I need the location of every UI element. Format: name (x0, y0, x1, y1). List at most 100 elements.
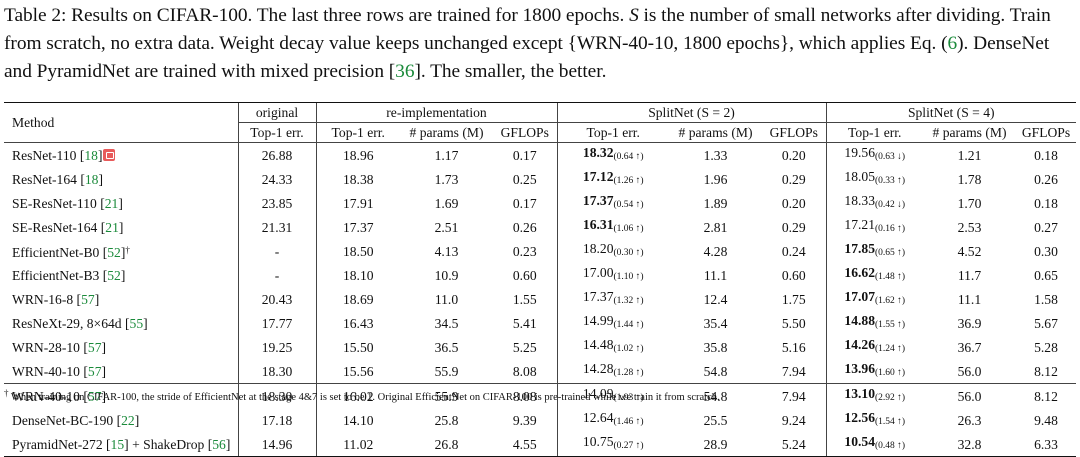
method-cell: EfficientNet-B3 [52] (4, 263, 238, 287)
splitnet-s2-params: 28.9 (669, 432, 762, 457)
top1-delta: (1.93 ↑) (613, 393, 644, 403)
citation-link[interactable]: 21 (104, 195, 119, 211)
splitnet-s4-params: 36.9 (957, 315, 982, 331)
bookmark-flag-icon[interactable] (103, 148, 116, 161)
splitnet-s2-params: 11.1 (703, 267, 728, 283)
citation-link[interactable]: 57 (87, 339, 102, 355)
col-header: GFLOPs (493, 122, 557, 143)
splitnet-s2-gflops: 5.16 (781, 339, 806, 355)
group-header-original: original (237, 102, 316, 123)
table-row: PyramidNet-272 [15] + ShakeDrop [56] 14.9… (4, 432, 1076, 457)
top1-delta: (0.33 ↑) (875, 176, 906, 186)
original-top1: 23.85 (237, 191, 316, 215)
top1-delta: (1.54 ↑) (875, 417, 906, 427)
original-top1: 17.77 (237, 311, 316, 335)
top1-value: 14.48 (582, 337, 614, 352)
method-name: ResNet-110 [ (12, 147, 85, 163)
top1-value: 16.31 (582, 217, 614, 232)
citation-link[interactable]: 55 (129, 315, 144, 331)
top1-value: 19.56 (844, 145, 875, 160)
citation-link[interactable]: 15 (110, 436, 125, 452)
reimpl-top1: 16.43 (315, 311, 400, 335)
results-table: Method original re-implementation SplitN… (4, 102, 1076, 457)
splitnet-s2-params: 1.33 (703, 147, 728, 163)
top1-delta: (0.54 ↑) (613, 200, 644, 210)
reimpl-gflops: 4.55 (493, 432, 557, 457)
citation-link[interactable]: 52 (107, 244, 121, 260)
original-top1: - (237, 263, 316, 287)
top1-value: 17.85 (844, 241, 875, 256)
splitnet-s2-gflops: 0.60 (781, 267, 806, 283)
reimpl-params: 55.9 (400, 383, 493, 408)
citation-link[interactable]: 36 (395, 61, 415, 82)
citation-link[interactable]: 21 (105, 219, 119, 235)
col-header: # params (M) (923, 122, 1016, 143)
reimpl-top1: 16.02 (315, 383, 400, 408)
citation-link[interactable]: 57 (87, 388, 102, 404)
reimpl-gflops: 8.08 (493, 383, 557, 408)
table-row: WRN-40-10 [57] 18.30 15.56 55.9 8.08 14.28(1.… (4, 359, 1076, 384)
s2-top1: 14.48(1.02 ↑) (556, 335, 669, 359)
splitnet-s4-params: 56.0 (923, 383, 1016, 408)
equation-link[interactable]: 6 (947, 33, 958, 54)
caption-part: Table 2: Results on CIFAR-100. The last … (4, 5, 630, 26)
reimpl-gflops: 0.60 (512, 267, 537, 283)
reimpl-params: 55.9 (434, 363, 459, 379)
col-header: # params (M) (400, 122, 493, 143)
table-body: ResNet-110 [18] 26.88 18.96 1.17 0.17 18.32(0… (4, 142, 1076, 457)
splitnet-s4-gflops: 5.28 (1034, 339, 1058, 355)
top1-delta: (1.32 ↑) (613, 296, 644, 306)
s4-top1: 16.62(1.48 ↑) (825, 263, 923, 287)
top1-value: 17.37 (582, 193, 614, 208)
method-suffix: ] (143, 315, 148, 331)
reimpl-gflops: 0.23 (512, 243, 537, 259)
original-top1: - (237, 239, 316, 263)
splitnet-s4-gflops: 5.67 (1034, 315, 1058, 331)
reimpl-gflops: 0.17 (512, 195, 537, 211)
method-cell: EfficientNet-B0 [52]† (4, 239, 238, 263)
method-cell: PyramidNet-272 [15] + ShakeDrop [56] (4, 432, 238, 457)
reimpl-gflops: 9.39 (512, 412, 537, 428)
splitnet-s2-params: 1.89 (703, 195, 728, 211)
citation-link[interactable]: 18 (84, 171, 99, 187)
citation-link[interactable]: 52 (107, 267, 121, 283)
top1-delta: (1.55 ↑) (875, 320, 906, 330)
s2-top1: 16.31(1.06 ↑) (556, 215, 669, 239)
top1-delta: (1.02 ↑) (613, 344, 644, 354)
top1-delta: (2.92 ↑) (875, 393, 906, 403)
citation-link[interactable]: 56 (212, 436, 226, 452)
top1-delta: (0.42 ↓) (875, 200, 906, 210)
original-top1: 18.30 (237, 359, 316, 384)
col-header: Top-1 err. (315, 122, 400, 143)
top1-delta: (1.06 ↑) (613, 224, 644, 234)
footnote-mark: † (4, 388, 9, 398)
splitnet-s4-gflops: 0.26 (1034, 171, 1058, 187)
reimpl-gflops: 8.08 (512, 363, 537, 379)
top1-value: 14.09 (582, 386, 614, 401)
reimpl-top1: 17.91 (315, 191, 400, 215)
table-row: EfficientNet-B3 [52] -18.10 10.9 0.60 17.00(… (4, 263, 1076, 287)
top1-value: 14.88 (844, 313, 875, 328)
method-cell: WRN-40-10 [57] (4, 383, 238, 408)
splitnet-s2-gflops: 5.24 (762, 432, 826, 457)
footnote-text: When training on CIFAR-100, the stride o… (8, 392, 720, 403)
top1-delta: (1.46 ↑) (613, 417, 644, 427)
top1-value: 17.00 (582, 265, 614, 280)
citation-link[interactable]: 57 (87, 363, 102, 379)
reimpl-top1: 14.10 (315, 408, 400, 432)
citation-link[interactable]: 18 (84, 147, 98, 163)
table-row: WRN-16-8 [57] 20.43 18.69 11.0 1.55 17.37(1.3… (4, 287, 1076, 311)
citation-link[interactable]: 57 (81, 291, 95, 307)
table-row: DenseNet-BC-190 [22] 17.18 14.10 25.8 9.39 12… (4, 408, 1076, 432)
reimpl-top1: 15.56 (315, 359, 400, 384)
method-name: WRN-16-8 [ (12, 291, 82, 307)
original-top1: 14.96 (237, 432, 316, 457)
top1-value: 17.12 (582, 169, 614, 184)
top1-value: 10.54 (844, 434, 875, 449)
splitnet-s2-params: 54.8 (669, 383, 762, 408)
top1-value: 18.20 (582, 241, 614, 256)
citation-link[interactable]: 22 (121, 412, 135, 428)
top1-delta: (1.44 ↑) (613, 320, 644, 330)
top1-delta: (1.48 ↑) (875, 272, 906, 282)
splitnet-s4-params: 11.7 (957, 267, 982, 283)
